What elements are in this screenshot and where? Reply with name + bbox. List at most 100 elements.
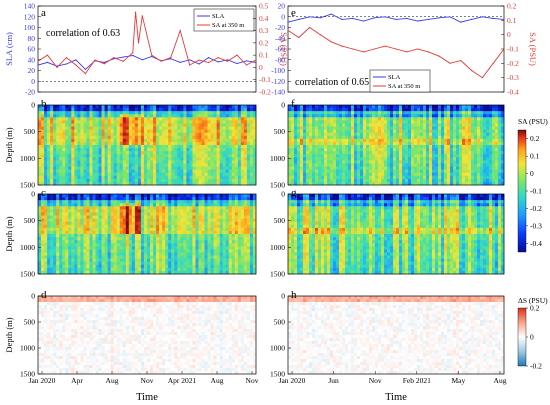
a-ytick-left-label: 20 bbox=[28, 66, 36, 75]
heatmap-cell bbox=[159, 105, 163, 109]
heatmap-cell bbox=[89, 323, 93, 327]
heatmap-cell bbox=[47, 138, 51, 143]
heatmap-cell bbox=[183, 108, 187, 112]
heatmap-cell bbox=[234, 126, 239, 130]
heatmap-cell bbox=[140, 332, 145, 336]
heatmap-cell bbox=[128, 108, 133, 112]
heatmap-cell bbox=[222, 172, 227, 177]
heatmap-cell bbox=[252, 160, 257, 164]
heatmap-cell bbox=[195, 197, 199, 201]
heatmap-cell bbox=[50, 227, 54, 232]
heatmap-cell bbox=[53, 267, 57, 272]
heatmap-cell bbox=[153, 221, 157, 226]
heatmap-cell bbox=[180, 157, 184, 161]
heatmap-cell bbox=[104, 234, 108, 238]
heatmap-cell bbox=[147, 237, 151, 241]
heatmap-cell bbox=[168, 299, 172, 303]
heatmap-cell bbox=[219, 258, 223, 262]
heatmap-cell bbox=[186, 209, 190, 213]
heatmap-cell bbox=[47, 296, 51, 300]
heatmap-cell bbox=[246, 249, 251, 253]
heatmap-cell bbox=[50, 108, 54, 112]
heatmap-cell bbox=[210, 261, 214, 266]
heatmap-cell bbox=[207, 169, 211, 173]
heatmap-cell bbox=[165, 163, 169, 167]
heatmap-cell bbox=[65, 311, 69, 315]
heatmap-cell bbox=[201, 317, 205, 321]
heatmap-cell bbox=[50, 296, 54, 300]
heatmap-cell bbox=[171, 314, 175, 318]
heatmap-cell bbox=[116, 255, 121, 259]
heatmap-cell bbox=[50, 246, 54, 250]
heatmap-cell bbox=[189, 163, 193, 167]
heatmap-cell bbox=[162, 296, 166, 300]
heatmap-cell bbox=[177, 181, 181, 186]
heatmap-cell bbox=[252, 154, 257, 158]
heatmap-cell bbox=[104, 296, 108, 300]
heatmap-cell bbox=[101, 221, 105, 226]
heatmap-cell bbox=[150, 203, 154, 207]
heatmap-cell bbox=[183, 224, 187, 229]
heatmap-cell bbox=[68, 320, 72, 324]
heatmap-cell bbox=[98, 117, 102, 121]
heatmap-cell bbox=[249, 296, 254, 300]
heatmap-cell bbox=[225, 218, 230, 222]
heatmap-cell bbox=[195, 209, 199, 213]
heatmap-cell bbox=[192, 329, 196, 333]
heatmap-cell bbox=[140, 166, 145, 170]
heatmap-cell bbox=[198, 335, 202, 339]
heatmap-cell bbox=[134, 267, 139, 272]
heatmap-cell bbox=[147, 135, 151, 140]
heatmap-cell bbox=[237, 209, 242, 213]
heatmap-cell bbox=[56, 296, 60, 300]
a-point-sla bbox=[179, 61, 181, 64]
heatmap-cell bbox=[77, 234, 81, 238]
heatmap-cell bbox=[110, 151, 114, 155]
heatmap-cell bbox=[150, 332, 154, 336]
heatmap-cell bbox=[92, 221, 96, 226]
heatmap-cell bbox=[147, 299, 151, 303]
heatmap-cell bbox=[225, 194, 230, 198]
heatmap-cell bbox=[180, 126, 184, 130]
heatmap-cell bbox=[77, 215, 81, 219]
heatmap-cell bbox=[50, 160, 54, 164]
heatmap-cell bbox=[201, 138, 205, 143]
heatmap-cell bbox=[222, 261, 227, 266]
heatmap-cell bbox=[140, 194, 145, 198]
heatmap-cell bbox=[153, 227, 157, 232]
heatmap-cell bbox=[252, 320, 257, 324]
heatmap-cell bbox=[80, 138, 84, 143]
heatmap-cell bbox=[101, 145, 105, 149]
heatmap-cell bbox=[65, 329, 69, 333]
heatmap-cell bbox=[56, 314, 60, 318]
heatmap-cell bbox=[83, 120, 87, 124]
heatmap-cell bbox=[162, 237, 166, 241]
heatmap-cell bbox=[71, 305, 75, 309]
heatmap-cell bbox=[110, 203, 114, 207]
heatmap-cell bbox=[113, 175, 118, 180]
heatmap-cell bbox=[83, 200, 87, 204]
heatmap-cell bbox=[122, 335, 127, 339]
heatmap-cell bbox=[201, 163, 205, 167]
heatmap-cell bbox=[243, 175, 248, 180]
heatmap-cell bbox=[201, 255, 205, 259]
heatmap-cell bbox=[252, 117, 257, 121]
heatmap-cell bbox=[89, 108, 93, 112]
panel-b-label: b bbox=[41, 98, 47, 110]
heatmap-cell bbox=[98, 335, 102, 339]
heatmap-cell bbox=[101, 172, 105, 177]
heatmap-cell bbox=[219, 230, 223, 235]
heatmap-cell bbox=[128, 305, 133, 309]
heatmap-cell bbox=[86, 123, 90, 127]
heatmap-cell bbox=[44, 206, 48, 210]
heatmap-cell bbox=[65, 227, 69, 232]
heatmap-cell bbox=[207, 296, 211, 300]
heatmap-cell bbox=[68, 326, 72, 330]
heatmap-cell bbox=[228, 163, 233, 167]
heatmap-cell bbox=[80, 305, 84, 309]
heatmap-cell bbox=[89, 111, 93, 115]
heatmap-cell bbox=[71, 230, 75, 235]
heatmap-cell bbox=[228, 206, 233, 210]
heatmap-cell bbox=[153, 105, 157, 109]
heatmap-cell bbox=[89, 145, 93, 149]
